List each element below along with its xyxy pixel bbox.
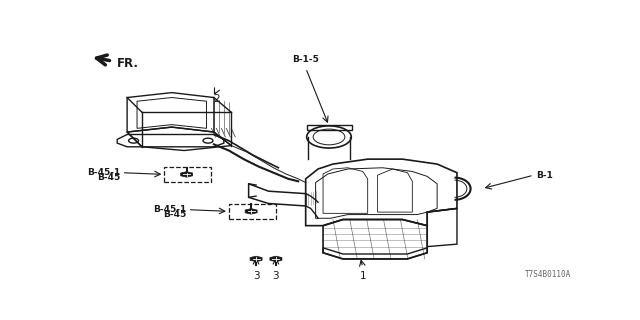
Text: B-45: B-45 [97,173,121,182]
Text: 2: 2 [213,94,220,104]
Text: B-45-1: B-45-1 [154,205,187,214]
Text: T7S4B0110A: T7S4B0110A [525,270,571,279]
Polygon shape [180,172,193,177]
Text: B-45: B-45 [163,210,187,219]
Text: B-1: B-1 [536,171,553,180]
Text: 3: 3 [253,270,259,281]
Text: B-45-1: B-45-1 [88,168,121,177]
Text: 3: 3 [273,270,279,281]
Polygon shape [245,209,257,214]
Text: B-1-5: B-1-5 [292,55,319,64]
Polygon shape [250,256,262,262]
Polygon shape [270,256,282,262]
Text: 1: 1 [360,270,366,281]
Text: FR.: FR. [117,57,140,69]
